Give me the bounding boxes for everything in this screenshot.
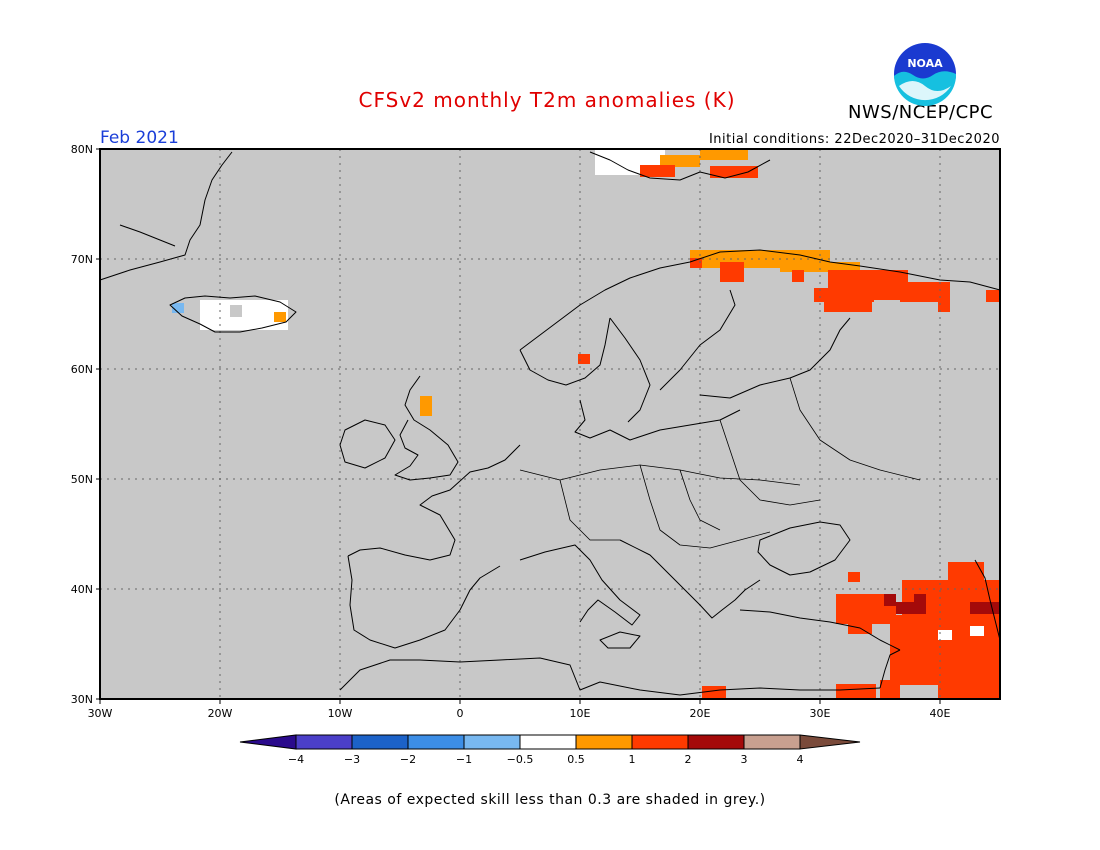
legend-label-3: 3 (741, 753, 748, 766)
valid-month-label: Feb 2021 (100, 128, 179, 148)
lon-label-20w: 20W (208, 707, 233, 720)
chart-title: CFSv2 monthly T2m anomalies (K) (358, 88, 736, 112)
organization-label: NWS/NCEP/CPC (848, 102, 994, 123)
legend-label-1: 1 (629, 753, 636, 766)
legend-label-minus3: −3 (344, 753, 360, 766)
lon-label-20e: 20E (690, 707, 711, 720)
anomaly-shading (172, 150, 1000, 699)
legend-swatch-2-3 (687, 734, 745, 750)
lat-label-30: 30N (71, 693, 93, 706)
lat-label-60: 60N (71, 363, 93, 376)
legend-swatch-minus4-minus3 (295, 734, 353, 750)
lon-label-10e: 10E (570, 707, 591, 720)
lon-label-10w: 10W (328, 707, 353, 720)
legend-label-4: 4 (797, 753, 804, 766)
legend-swatch-1-2 (631, 734, 689, 750)
svalbard-cells (595, 150, 758, 178)
lat-label-40: 40N (71, 583, 93, 596)
legend-swatch-3-4 (743, 734, 801, 750)
kola-cells (814, 270, 1000, 312)
coastlines (99, 151, 1001, 696)
logo-text: NOAA (907, 57, 943, 70)
lon-label-30e: 30E (810, 707, 831, 720)
color-legend: −4 −3 −2 −1 −0.5 0.5 1 2 3 4 (239, 734, 861, 766)
latitude-axis: 80N 70N 60N 50N 40N 30N (71, 143, 100, 706)
longitude-axis: 30W 20W 10W 0 10E 20E 30E 40E (88, 699, 951, 720)
turkey-levant-cells (702, 562, 1000, 699)
norway-cell (578, 354, 590, 364)
legend-label-minus1: −1 (456, 753, 472, 766)
map-grid (100, 149, 1000, 699)
legend-label-minus05: −0.5 (507, 753, 534, 766)
legend-label-minus2: −2 (400, 753, 416, 766)
lat-label-80: 80N (71, 143, 93, 156)
scotland-cell (420, 396, 432, 416)
legend-label-05: 0.5 (567, 753, 585, 766)
legend-swatch-minus05-05 (519, 734, 577, 750)
skill-caption: (Areas of expected skill less than 0.3 a… (334, 792, 766, 808)
lon-label-0: 0 (457, 707, 464, 720)
legend-label-2: 2 (685, 753, 692, 766)
legend-swatch-05-1 (575, 734, 633, 750)
legend-swatch-minus3-minus2 (351, 734, 409, 750)
initial-conditions-label: Initial conditions: 22Dec2020–31Dec2020 (708, 132, 1000, 147)
legend-swatch-lt-minus4 (239, 734, 297, 750)
lon-label-40e: 40E (930, 707, 951, 720)
noaa-logo-icon: NOAA (894, 43, 957, 106)
legend-swatch-minus1-minus05 (463, 734, 521, 750)
lon-label-30w: 30W (88, 707, 113, 720)
lat-label-70: 70N (71, 253, 93, 266)
legend-swatch-gt-4 (799, 734, 861, 750)
legend-label-minus4: −4 (288, 753, 304, 766)
map-frame (99, 148, 1001, 700)
lat-label-50: 50N (71, 473, 93, 486)
legend-swatch-minus2-minus1 (407, 734, 465, 750)
